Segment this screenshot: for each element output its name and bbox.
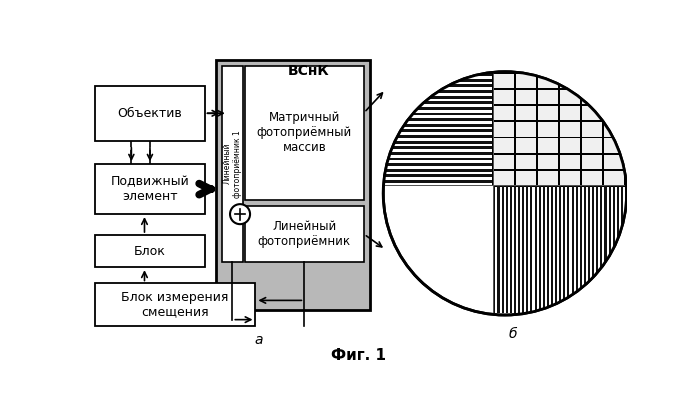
Bar	[493, 153, 625, 154]
Bar	[514, 73, 517, 185]
Bar	[95, 284, 254, 326]
Bar	[493, 120, 625, 122]
Bar	[596, 185, 598, 313]
Bar	[547, 185, 549, 313]
Bar	[531, 185, 533, 313]
Bar	[385, 118, 493, 121]
Bar	[385, 163, 493, 166]
Bar	[559, 185, 561, 313]
Bar	[385, 107, 493, 110]
Bar	[385, 175, 493, 177]
Bar	[579, 185, 582, 313]
Bar	[510, 185, 512, 313]
Text: Линейный
фотоприёмник: Линейный фотоприёмник	[258, 220, 351, 248]
Bar	[505, 185, 507, 313]
Bar	[385, 180, 493, 183]
Bar	[95, 164, 205, 214]
Bar	[385, 152, 493, 155]
Bar	[493, 88, 625, 90]
Bar	[536, 73, 538, 185]
Bar	[385, 141, 493, 143]
Bar	[617, 185, 619, 313]
Bar	[385, 158, 493, 160]
Bar	[493, 185, 494, 315]
Text: б: б	[508, 326, 517, 341]
Bar	[385, 73, 493, 185]
Bar	[592, 185, 594, 313]
Bar	[624, 73, 626, 185]
Bar	[493, 104, 625, 107]
Bar	[493, 185, 625, 313]
Bar	[602, 73, 604, 185]
Bar	[600, 185, 603, 313]
Bar	[580, 73, 582, 185]
Bar	[385, 79, 493, 82]
Bar	[493, 72, 625, 74]
Bar	[609, 185, 611, 313]
Bar	[385, 113, 493, 115]
Bar	[555, 185, 557, 313]
Bar	[588, 185, 590, 313]
Text: ВСнК: ВСнК	[288, 64, 329, 78]
Bar	[385, 85, 493, 87]
Bar	[542, 185, 545, 313]
Bar	[493, 72, 494, 185]
Bar	[576, 185, 578, 313]
Bar	[385, 124, 493, 127]
Bar	[502, 185, 504, 313]
Bar	[493, 136, 625, 139]
Text: Линейный
фотоприёмник 1: Линейный фотоприёмник 1	[223, 130, 242, 198]
Bar	[216, 60, 370, 310]
Bar	[493, 73, 625, 185]
Text: Блок измерения
смещения: Блок измерения смещения	[122, 291, 229, 319]
Bar	[222, 66, 243, 262]
Bar	[385, 73, 493, 76]
Text: Матричный
фотоприёмный
массив: Матричный фотоприёмный массив	[257, 111, 352, 154]
Bar	[385, 101, 493, 104]
Bar	[383, 185, 626, 186]
Text: Объектив: Объектив	[117, 107, 182, 120]
Bar	[385, 130, 493, 132]
Bar	[493, 185, 625, 187]
Bar	[518, 185, 520, 313]
Bar	[385, 146, 493, 149]
Text: Подвижный
элемент: Подвижный элемент	[110, 175, 189, 203]
Bar	[522, 185, 524, 313]
Bar	[493, 168, 625, 171]
Bar	[514, 185, 516, 313]
Bar	[385, 169, 493, 172]
Bar	[492, 73, 494, 185]
Bar	[95, 85, 205, 141]
Bar	[385, 90, 493, 93]
Bar	[605, 185, 607, 313]
Circle shape	[230, 204, 250, 224]
Bar	[535, 185, 537, 313]
Bar	[584, 185, 586, 313]
Bar	[493, 185, 496, 313]
Text: Блок: Блок	[134, 245, 166, 258]
Bar	[572, 185, 574, 313]
Text: а: а	[254, 333, 263, 347]
Bar	[95, 235, 205, 267]
Bar	[245, 207, 364, 262]
Text: Фиг. 1: Фиг. 1	[331, 347, 386, 362]
Bar	[498, 185, 500, 313]
Bar	[385, 135, 493, 138]
Bar	[539, 185, 541, 313]
Bar	[613, 185, 614, 313]
Circle shape	[383, 72, 626, 315]
Bar	[563, 185, 565, 313]
Bar	[385, 96, 493, 98]
Bar	[621, 185, 623, 313]
Bar	[559, 73, 560, 185]
Bar	[526, 185, 528, 313]
Bar	[245, 66, 364, 200]
Bar	[568, 185, 570, 313]
Bar	[551, 185, 553, 313]
